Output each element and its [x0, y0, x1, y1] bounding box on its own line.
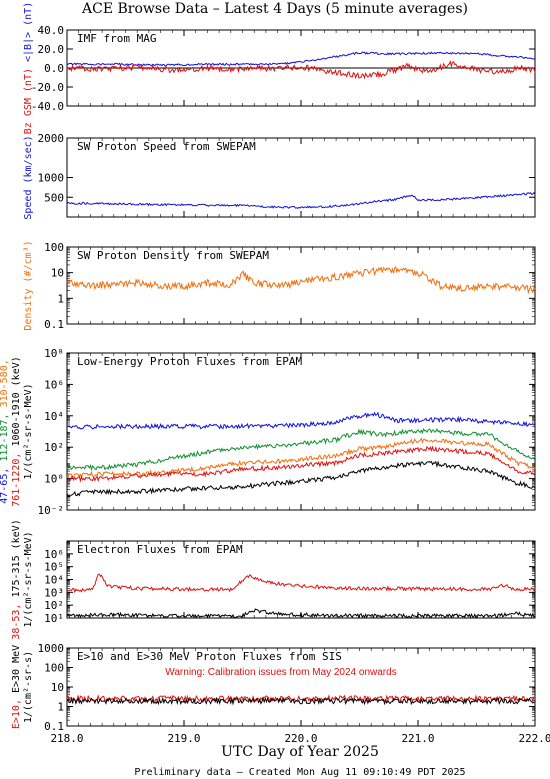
y-tick-label: 10 [51, 681, 64, 694]
y-axis-label: 1/(cm²-sr-s) [23, 651, 34, 723]
y-tick-label: 10⁵ [44, 561, 64, 574]
x-tick-label: 219.0 [167, 732, 200, 745]
series-line-blue [66, 411, 536, 430]
y-axis-label: Density (#/cm³) [23, 240, 34, 330]
y-tick-label: 10¹ [44, 612, 64, 625]
series-line-red [66, 573, 536, 594]
x-axis-label: UTC Day of Year 2025 [221, 744, 379, 760]
series-line-blue [66, 51, 536, 67]
panel-density: SW Proton Density from SWEPAM 100 10 1 0.1 De… [23, 240, 536, 331]
footer: Preliminary data – Created Mon Aug 11 09… [134, 767, 465, 778]
y-tick-label: 10⁴ [44, 574, 64, 587]
y-label-part: 38-53, [11, 604, 22, 640]
panel-title: Low-Energy Proton Fluxes from EPAM [77, 355, 303, 368]
series-line-red [66, 60, 536, 80]
x-tick-label: 220.0 [284, 732, 317, 745]
y-tick-label: 10⁶ [44, 548, 64, 561]
panel-mag: IMF from MAG 40.0 20.0 0.0 -20.0 -40.0Bz GSM … [23, 2, 536, 134]
page-title: ACE Browse Data – Latest 4 Days (5 minut… [81, 1, 468, 17]
y-tick-label: -20.0 [31, 81, 64, 94]
panel-lowp: Low-Energy Proton Fluxes from EPAM 10⁸ 10⁶… [0, 347, 536, 517]
panel-title: Electron Fluxes from EPAM [77, 543, 243, 556]
y-label-part: Bz GSM (nT) [23, 68, 34, 134]
y-label-part: 1/(cm²-sr-s) [23, 651, 34, 723]
x-tick-label: 218.0 [50, 732, 83, 745]
y-label-part: 175-315 (keV) [11, 519, 22, 603]
warning-text: Warning: Calibration issues from May 202… [165, 667, 396, 678]
y-label-part: 1/(cm²-sr-s-MeV) [23, 531, 34, 627]
y-tick-label: -40.0 [31, 100, 64, 113]
y-axis-label: 47-65, 112-187, 310-580, [0, 359, 10, 504]
y-axis-label: 761-1220, 1060-1910 (keV) [11, 356, 22, 507]
series-line-blue [66, 191, 536, 209]
series-line-red [66, 445, 536, 483]
y-tick-label: 10² [44, 441, 64, 454]
panel-sis: E>10 and E>30 MeV Proton Fluxes from SIS… [11, 642, 536, 733]
y-label-part: <|B|> (nT) [23, 2, 34, 68]
series-line-red [66, 694, 535, 704]
y-axis-label: 1/(cm²-sr-s-MeV) [23, 531, 34, 627]
y-axis-label: Bz GSM (nT) <|B|> (nT) [23, 2, 34, 134]
y-tick-label: 1000 [38, 642, 65, 655]
y-tick-label: 1000 [38, 172, 65, 185]
y-tick-label: 20.0 [38, 43, 65, 56]
series-line-orange [67, 437, 536, 479]
y-axis-label: 1/(cm²-sr-s-MeV) [23, 383, 34, 479]
y-tick-label: 40.0 [38, 24, 65, 37]
y-tick-label: 0.1 [44, 318, 64, 331]
y-tick-label: 1 [57, 701, 64, 714]
y-tick-label: 10⁻² [38, 504, 65, 517]
series-line-black [66, 608, 536, 619]
y-label-part: Speed (km/sec) [23, 135, 34, 219]
y-tick-label: 1 [57, 292, 64, 305]
x-tick-label: 221.0 [401, 732, 434, 745]
y-tick-label: 2000 [38, 132, 65, 145]
y-label-part: 761-1220, [11, 453, 22, 507]
y-label-part: 1060-1910 (keV) [11, 356, 22, 452]
y-tick-label: 0.0 [44, 62, 64, 75]
series-line-black [66, 696, 536, 706]
y-tick-label: 10 [51, 267, 64, 280]
y-label-part: 1/(cm²-sr-s-MeV) [23, 383, 34, 479]
y-tick-label: 100 [44, 662, 64, 675]
y-axis-label: E>10, E>30 MeV [11, 645, 22, 729]
y-tick-label: 100 [44, 241, 64, 254]
panel-title: IMF from MAG [77, 32, 156, 45]
y-tick-label: 10⁶ [44, 378, 64, 391]
panel-title: SW Proton Speed from SWEPAM [77, 140, 256, 153]
plot-frame [66, 352, 536, 511]
y-tick-label: 0.1 [44, 720, 64, 733]
panel-speed: SW Proton Speed from SWEPAM 2000 1000 500 Sp… [23, 132, 536, 220]
y-label-part: 310-580, [0, 359, 10, 413]
y-label-part: 112-187, [0, 413, 10, 467]
series-line-green [66, 427, 536, 472]
y-tick-label: 10⁰ [44, 473, 64, 486]
y-tick-label: 10⁸ [44, 347, 64, 360]
panel-title: SW Proton Density from SWEPAM [77, 249, 269, 262]
y-axis-label: Speed (km/sec) [23, 135, 34, 219]
y-axis-label: 38-53, 175-315 (keV) [11, 519, 22, 639]
series-line-orange [66, 265, 536, 295]
panel-elec: Electron Fluxes from EPAM 10⁶10⁵10⁴10³10²… [11, 519, 536, 640]
series-line-black [66, 460, 536, 497]
x-tick-label: 222.0 [518, 732, 550, 745]
y-tick-label: 10³ [44, 586, 64, 599]
y-label-part: E>30 MeV [11, 645, 22, 699]
y-tick-label: 500 [44, 191, 64, 204]
y-label-part: E>10, [11, 699, 22, 729]
y-tick-label: 10² [44, 599, 64, 612]
y-tick-label: 10⁴ [44, 410, 64, 423]
y-label-part: Density (#/cm³) [23, 240, 34, 330]
panel-title: E>10 and E>30 MeV Proton Fluxes from SIS [77, 650, 342, 663]
y-label-part: 47-65, [0, 468, 10, 504]
